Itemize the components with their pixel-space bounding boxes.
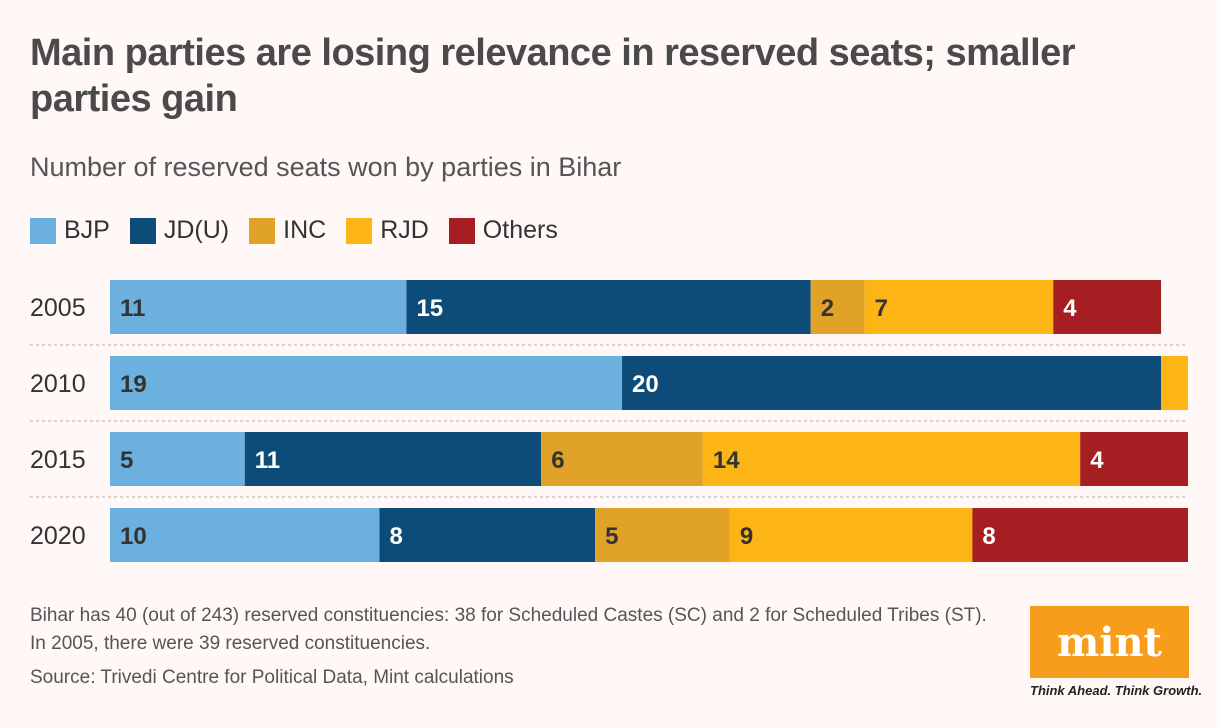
logo-tagline: Think Ahead. Think Growth. (1030, 683, 1203, 698)
data-label: 4 (1063, 295, 1077, 322)
chart-subtitle: Number of reserved seats won by parties … (30, 152, 622, 182)
year-label: 2020 (30, 522, 86, 550)
bar-segment (702, 432, 1081, 486)
data-label: 2 (821, 295, 834, 322)
data-label: 11 (255, 447, 280, 474)
legend: BJP JD(U) INC RJD Others (30, 216, 558, 245)
source: Source: Trivedi Centre for Political Dat… (30, 667, 514, 688)
legend-swatch (249, 217, 276, 244)
bar-segment (406, 280, 811, 334)
legend-label: BJP (64, 216, 110, 244)
legend-swatch (129, 217, 156, 244)
bar-segment (379, 508, 596, 562)
bar-segment (244, 432, 542, 486)
bar-segment (110, 356, 623, 410)
legend-item: JD(U) (129, 216, 230, 245)
legend-swatch (448, 217, 475, 244)
data-label: 6 (551, 447, 564, 474)
bar-segment (110, 432, 245, 486)
data-label: 8 (390, 523, 403, 550)
data-label: 14 (713, 447, 740, 474)
bar-segment (595, 508, 730, 562)
bar-segment (110, 508, 380, 562)
year-label: 2005 (30, 294, 86, 322)
bar-segment (622, 356, 1162, 410)
data-label: 4 (1090, 447, 1104, 474)
legend-label: INC (283, 216, 327, 244)
bar-segment (729, 508, 973, 562)
data-label: 5 (605, 523, 618, 550)
legend-item: INC (249, 216, 326, 245)
data-label: 10 (120, 523, 147, 550)
year-label: 2015 (30, 446, 86, 474)
legend-swatch (346, 217, 373, 244)
bar-segment (1053, 280, 1162, 334)
bar-chart: 2005 11 15 2 7 4 2010 19 20 2015 5 11 6 14 4 2020 10 8 5 9 8 (30, 280, 1188, 562)
data-label: 7 (875, 295, 888, 322)
legend-label: JD(U) (163, 216, 230, 244)
mint-logo: mint (1030, 606, 1189, 678)
legend-item: RJD (346, 216, 429, 245)
legend-label: Others (482, 216, 558, 244)
data-label: 8 (982, 523, 995, 550)
bar-segment (1080, 432, 1188, 486)
bar-segment (864, 280, 1054, 334)
data-label: 11 (120, 295, 145, 322)
bar-segment (1161, 356, 1188, 410)
bar-segment (541, 432, 703, 486)
legend-label: RJD (380, 216, 429, 244)
legend-item: Others (448, 216, 558, 245)
data-label: 20 (632, 371, 659, 398)
logo-text: mint (1056, 618, 1163, 666)
bar-segment (972, 508, 1188, 562)
data-label: 5 (120, 447, 133, 474)
chart-title: Main parties are losing relevance in res… (30, 32, 1076, 120)
data-label: 15 (416, 295, 443, 322)
data-label: 19 (120, 371, 147, 398)
bar-segment (110, 280, 407, 334)
year-label: 2010 (30, 370, 86, 398)
data-label: 9 (740, 523, 753, 550)
footnote: Bihar has 40 (out of 243) reserved const… (30, 605, 987, 654)
legend-swatch (30, 217, 56, 244)
bar-segment (810, 280, 865, 334)
legend-item: BJP (30, 216, 110, 245)
